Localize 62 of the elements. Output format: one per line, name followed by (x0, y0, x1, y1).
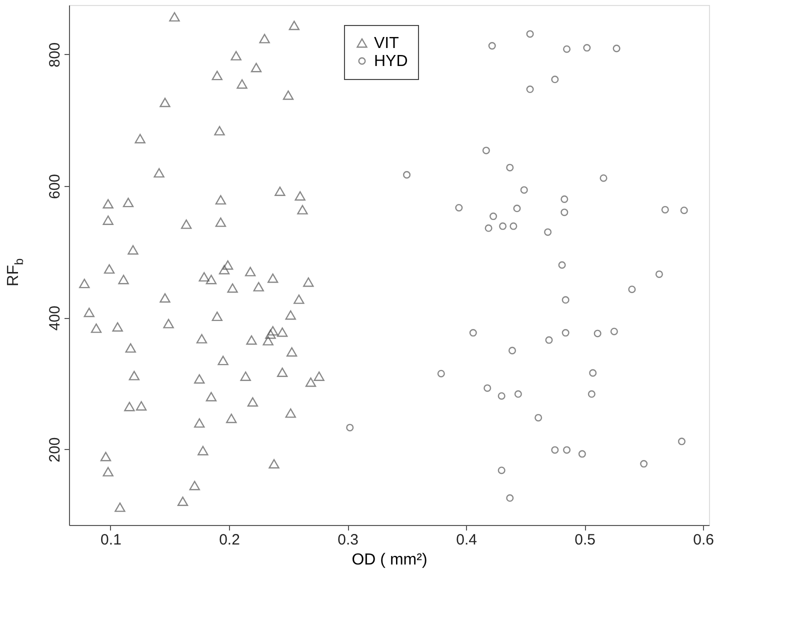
x-tick-label: 0.4 (456, 532, 477, 548)
x-tick-label: 0.2 (219, 532, 240, 548)
point (589, 369, 597, 377)
point (346, 424, 354, 432)
point (498, 466, 506, 474)
point (551, 446, 559, 454)
point (562, 329, 570, 337)
point (545, 336, 553, 344)
point (506, 164, 514, 172)
point (678, 438, 686, 446)
point (520, 186, 528, 194)
point (628, 286, 636, 294)
y-axis-title: RFb (5, 258, 26, 286)
point (558, 261, 566, 269)
point (455, 204, 463, 212)
point (562, 296, 570, 304)
point (655, 270, 663, 278)
point (506, 494, 514, 502)
point (563, 446, 571, 454)
point (526, 85, 534, 94)
point (469, 329, 477, 337)
point (484, 384, 492, 392)
point (508, 346, 516, 354)
point (403, 171, 411, 179)
point (661, 206, 669, 214)
point (514, 390, 522, 398)
point (513, 204, 521, 212)
y-tick-label: 800 (46, 42, 64, 68)
point (484, 224, 492, 232)
point (578, 450, 586, 458)
legend-label: HYD (374, 53, 408, 70)
point (526, 30, 534, 38)
point (510, 222, 518, 230)
point (680, 206, 688, 214)
point (488, 42, 496, 50)
y-tick-label: 400 (46, 306, 64, 331)
point (498, 392, 506, 400)
point (437, 370, 445, 378)
y-tick-label: 200 (46, 437, 64, 462)
x-tick-label: 0.6 (693, 532, 714, 548)
x-tick-label: 0.5 (574, 532, 596, 548)
point (594, 330, 602, 338)
x-tick-label: 0.1 (100, 532, 122, 548)
point (600, 174, 608, 182)
point (551, 76, 559, 84)
x-axis-title: OD ( mm²) (352, 552, 428, 568)
point (499, 222, 507, 230)
point (544, 228, 552, 236)
point (588, 390, 596, 398)
point (612, 44, 620, 52)
point (563, 45, 571, 53)
point (560, 195, 568, 203)
point (610, 328, 618, 336)
point (583, 44, 591, 52)
point (490, 212, 498, 220)
y-tick-label: 600 (46, 174, 64, 200)
legend-label: VIT (374, 35, 400, 52)
point (560, 208, 568, 216)
point (534, 414, 542, 422)
point (482, 146, 490, 154)
x-tick-label: 0.3 (338, 532, 358, 548)
point (640, 460, 648, 468)
